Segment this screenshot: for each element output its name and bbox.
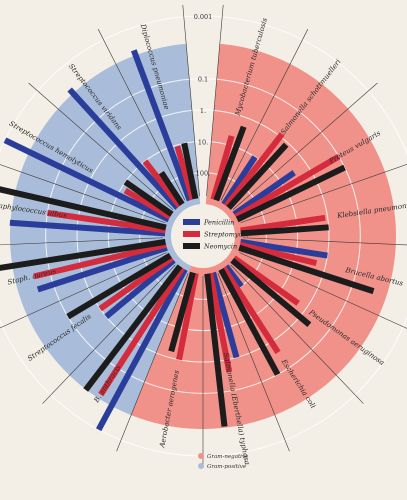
- tick-label-10: 10.: [198, 138, 208, 146]
- bar-neomycin: [230, 258, 312, 327]
- sector-divider: [242, 237, 407, 246]
- tick-label-0.001: 0.001: [194, 13, 213, 21]
- bar-streptomycin: [234, 154, 341, 220]
- sector-divider: [182, 4, 200, 197]
- bar-neomycin: [181, 142, 199, 200]
- sector-divider: [217, 273, 290, 452]
- sector-divider: [220, 28, 309, 201]
- sector-divider: [28, 82, 174, 210]
- bar-streptomycin: [176, 272, 199, 361]
- gram-negative-dot: [198, 453, 204, 459]
- bar-penicillin: [96, 268, 188, 432]
- bar-streptomycin: [210, 135, 235, 201]
- bar-neomycin: [226, 142, 289, 210]
- gram-negative-label: Gram-negative: [207, 454, 249, 460]
- sector-divider: [116, 273, 189, 452]
- sector-divider: [0, 164, 166, 224]
- bar-penicillin: [36, 244, 168, 293]
- bar-neomycin: [204, 273, 228, 427]
- bar-penicillin: [104, 258, 176, 319]
- bar-streptomycin: [221, 266, 281, 354]
- bars: [0, 49, 375, 432]
- sector-divider: [42, 264, 176, 404]
- bar-neomycin: [158, 171, 185, 206]
- sector-divider: [230, 264, 364, 404]
- bar-streptomycin: [240, 214, 326, 234]
- bar-streptomycin: [123, 187, 172, 220]
- tick-label-100: 100.: [196, 170, 210, 178]
- bar-neomycin: [240, 224, 329, 237]
- bar-streptomycin: [46, 209, 166, 234]
- sector-divider: [232, 82, 378, 210]
- gram-legend: Gram-negative Gram-positive: [198, 453, 249, 470]
- bar-streptomycin: [33, 241, 167, 280]
- gram-positive-dot: [198, 463, 204, 469]
- bar-penicillin: [232, 170, 296, 217]
- tick-labels: 0.001 0.1 1. 10. 100.: [194, 13, 213, 178]
- sector-divider: [0, 252, 167, 329]
- bar-streptomycin: [232, 255, 300, 306]
- bar-neomycin: [168, 271, 196, 353]
- bar-neomycin: [238, 244, 375, 295]
- bar-penicillin: [3, 137, 171, 223]
- antibiotic-legend: Penicillin Streptomycin Neomycin: [183, 219, 248, 251]
- bar-penicillin: [131, 49, 193, 202]
- gram-positive-label: Gram-positive: [207, 464, 247, 470]
- bar-neomycin: [235, 164, 346, 223]
- bar-streptomycin: [142, 159, 183, 208]
- bar-streptomycin: [207, 272, 233, 373]
- bar-neomycin: [0, 238, 166, 271]
- bar-neomycin: [218, 268, 281, 376]
- sector-divider: [97, 28, 186, 201]
- sector-divider: [206, 4, 224, 197]
- sector-gram-negative: [131, 43, 397, 429]
- sector-divider: [239, 252, 407, 329]
- bar-neomycin: [0, 186, 167, 231]
- bar-penicillin: [240, 238, 328, 259]
- legend-swatch-streptomycin: [183, 231, 200, 237]
- bar-streptomycin: [98, 266, 185, 397]
- bar-penicillin: [9, 219, 166, 237]
- legend-swatch-neomycin: [183, 243, 200, 249]
- bar-streptomycin: [223, 132, 285, 208]
- bar-streptomycin: [239, 241, 318, 266]
- tick-label-1: 1.: [200, 107, 206, 115]
- sector-dividers: [0, 4, 407, 468]
- bar-neomycin: [213, 125, 247, 202]
- sector-divider: [0, 237, 164, 246]
- bar-penicillin: [210, 271, 240, 359]
- legend-label-neomycin: Neomycin: [203, 243, 237, 251]
- tick-label-0.1: 0.1: [198, 76, 208, 84]
- legend-label-streptomycin: Streptomycin: [204, 231, 248, 239]
- bar-penicillin: [67, 87, 180, 210]
- bar-neomycin: [66, 252, 172, 320]
- bar-neomycin: [123, 179, 174, 217]
- bar-penicillin: [221, 155, 258, 206]
- legend-label-penicillin: Penicillin: [203, 219, 234, 227]
- sector-divider: [240, 163, 407, 224]
- bar-streptomycin: [98, 255, 174, 312]
- bar-neomycin: [83, 264, 183, 392]
- legend-swatch-penicillin: [183, 219, 200, 225]
